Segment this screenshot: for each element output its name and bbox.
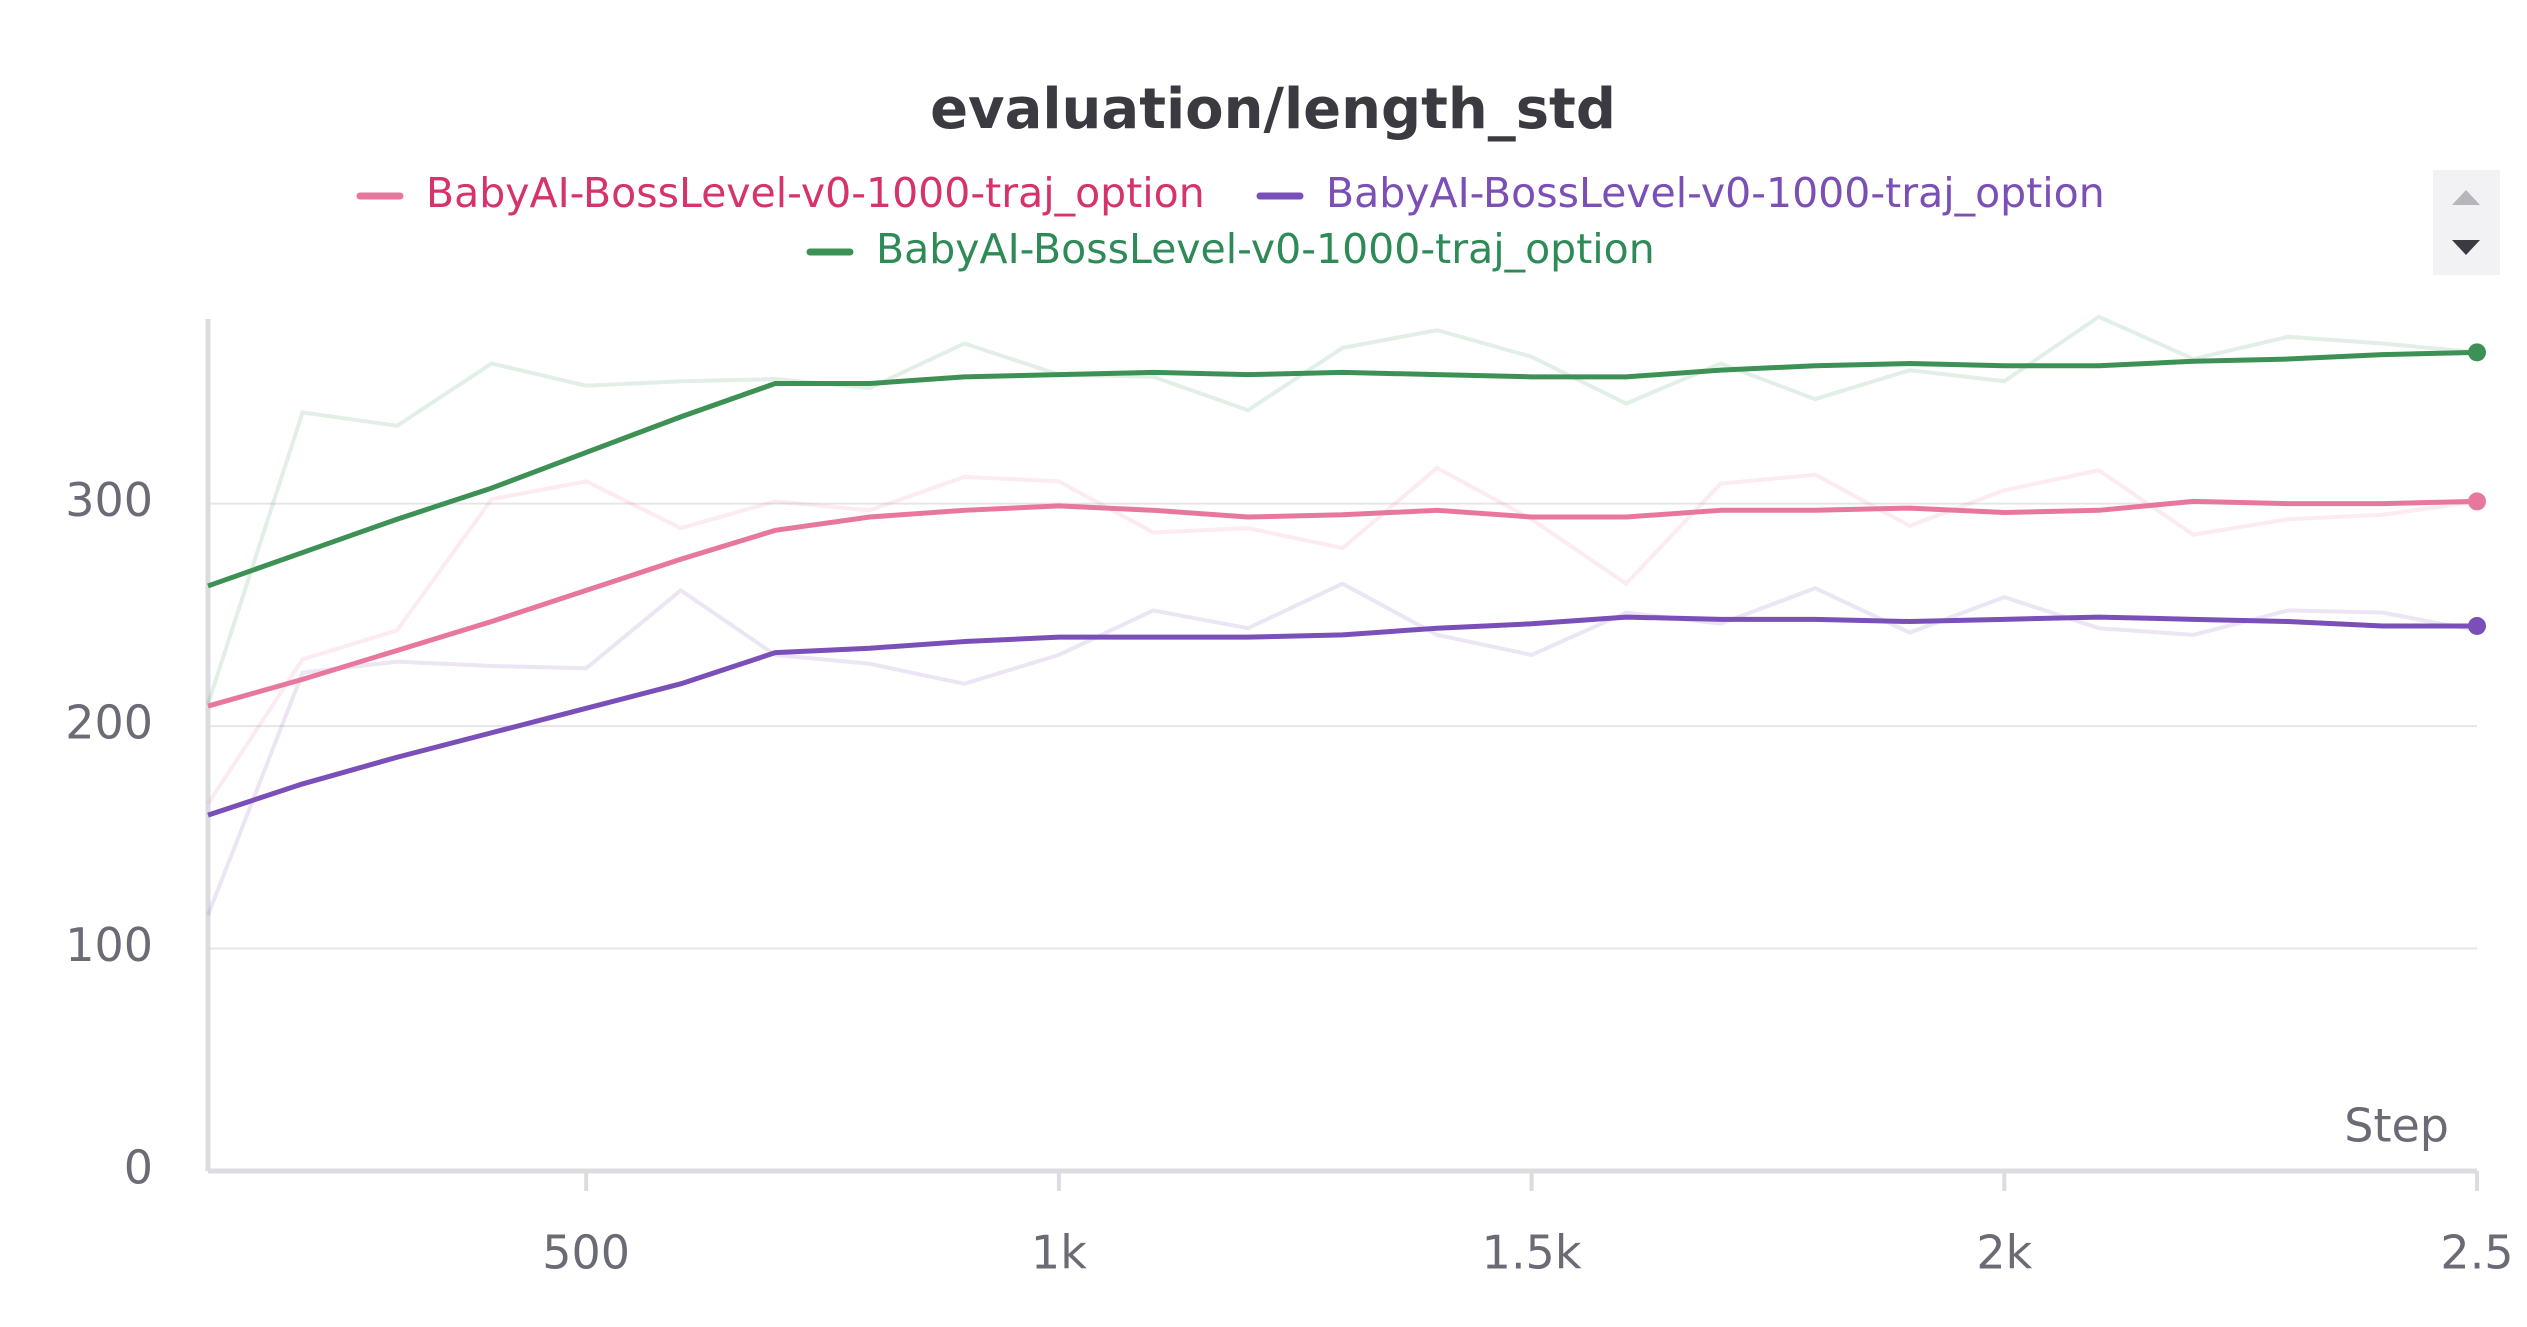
x-tick-label: 2.5 [2440,1226,2513,1280]
y-tick-label: 0 [124,1141,153,1195]
legend-label: BabyAI-BossLevel-v0-1000-traj_option [426,169,1205,217]
chart-title: evaluation/length_std [930,77,1616,142]
y-tick-label: 100 [65,918,153,972]
y-tick-label: 300 [65,473,153,527]
x-axis-label: Step [2344,1099,2449,1153]
raw-line [206,465,2478,806]
raw-line [206,581,2478,916]
scroller-bg [2433,170,2500,275]
x-tick-label: 1k [1031,1226,1087,1280]
end-dot [2468,616,2486,635]
scroll-up[interactable] [2452,190,2480,205]
end-dot [2468,492,2486,511]
end-dot [2468,343,2486,362]
smoothed-line [207,349,2478,589]
x-tick-label: 1.5k [1482,1226,1582,1280]
smoothed-line [207,498,2478,709]
smoothed-line [207,614,2477,818]
raw-line [206,314,2478,705]
x-tick-label: 2k [1976,1226,2032,1280]
scroll-down[interactable] [2452,240,2480,255]
legend-label: BabyAI-BossLevel-v0-1000-traj_option [1326,169,2105,217]
y-tick-label: 200 [65,696,153,750]
legend-scroller[interactable] [2433,170,2500,275]
legend-label: BabyAI-BossLevel-v0-1000-traj_option [876,225,1655,273]
x-tick-label: 500 [542,1226,630,1280]
